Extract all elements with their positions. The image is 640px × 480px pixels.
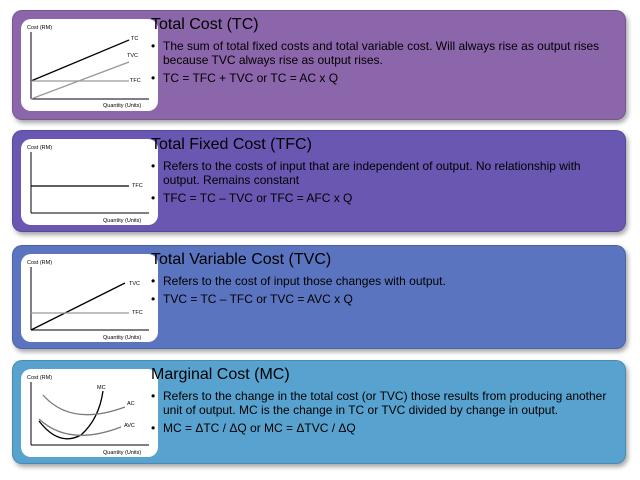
bullet-formula: TFC = TC – TVC or TFC = AFC x Q (151, 191, 619, 205)
bullet-definition: Refers to the costs of input that are in… (151, 159, 619, 187)
tc-label: TC (131, 36, 138, 42)
graph-x-axis-label: Quantity (Units) (103, 103, 141, 109)
total-cost-graph: Cost (RM) TC TVC TFC Quantity (Units) (21, 19, 158, 111)
bullet-list: Refers to the cost of input those change… (151, 274, 619, 310)
bullet-formula: TVC = TC – TFC or TVC = AVC x Q (151, 292, 619, 306)
total-variable-cost-graph: Cost (RM) TVC TFC Quantity (Units) (21, 254, 158, 342)
tvc-line (30, 282, 126, 331)
ac-label: AC (127, 401, 135, 407)
tvc-label: TVC (127, 53, 138, 59)
marginal-cost-graph-svg: Cost (RM) MC AC AVC Quantity (Units) (27, 375, 149, 456)
mc-label: MC (97, 385, 106, 391)
marginal-cost-graph: Cost (RM) MC AC AVC Quantity (Units) (21, 369, 158, 457)
card-total-fixed-cost: Cost (RM) TFC Quantity (Units) Total Fix… (12, 130, 626, 232)
bullet-formula: MC = ΔTC / ΔQ or MC = ΔTVC / ΔQ (151, 421, 619, 435)
graph-y-axis-label: Cost (RM) (27, 375, 52, 381)
total-variable-cost-graph-svg: Cost (RM) TVC TFC Quantity (Units) (27, 260, 149, 341)
bullet-formula: TC = TFC + TVC or TC = AC x Q (151, 71, 619, 85)
tfc-label: TFC (132, 183, 143, 189)
bullet-definition: Refers to the change in the total cost (… (151, 389, 619, 417)
bullet-definition: The sum of total fixed costs and total v… (151, 39, 619, 67)
graph-x-axis-label: Quantity (Units) (103, 335, 141, 341)
graph-y-axis-label: Cost (RM) (27, 145, 52, 151)
avc-curve (38, 418, 122, 436)
card-total-variable-cost: Cost (RM) TVC TFC Quantity (Units) Total… (12, 245, 626, 349)
bullet-list: Refers to the costs of input that are in… (151, 159, 619, 209)
card-title: Total Variable Cost (TVC) (151, 251, 332, 268)
bullet-list: The sum of total fixed costs and total v… (151, 39, 619, 89)
bullet-definition: Refers to the cost of input those change… (151, 274, 619, 288)
card-title: Marginal Cost (MC) (151, 366, 290, 383)
total-fixed-cost-graph-svg: Cost (RM) TFC Quantity (Units) (27, 145, 149, 224)
avc-label: AVC (124, 423, 135, 429)
tc-line (30, 39, 130, 82)
card-title: Total Fixed Cost (TFC) (151, 136, 312, 153)
tfc-label: TFC (132, 310, 143, 316)
total-fixed-cost-graph: Cost (RM) TFC Quantity (Units) (21, 139, 158, 225)
tvc-label: TVC (129, 281, 140, 287)
total-cost-graph-svg: Cost (RM) TC TVC TFC Quantity (Units) (27, 25, 149, 109)
graph-y-axis-label: Cost (RM) (27, 260, 52, 266)
ac-curve (42, 394, 126, 416)
bullet-list: Refers to the change in the total cost (… (151, 389, 619, 439)
graph-x-axis-label: Quantity (Units) (103, 450, 141, 456)
card-title: Total Cost (TC) (151, 16, 259, 33)
card-marginal-cost: Cost (RM) MC AC AVC Quantity (Units) Mar… (12, 360, 626, 464)
graph-y-axis-label: Cost (RM) (27, 25, 52, 31)
graph-x-axis-label: Quantity (Units) (103, 218, 141, 224)
card-total-cost: Cost (RM) TC TVC TFC Quantity (Units) To… (12, 10, 626, 120)
tfc-label: TFC (130, 78, 141, 84)
